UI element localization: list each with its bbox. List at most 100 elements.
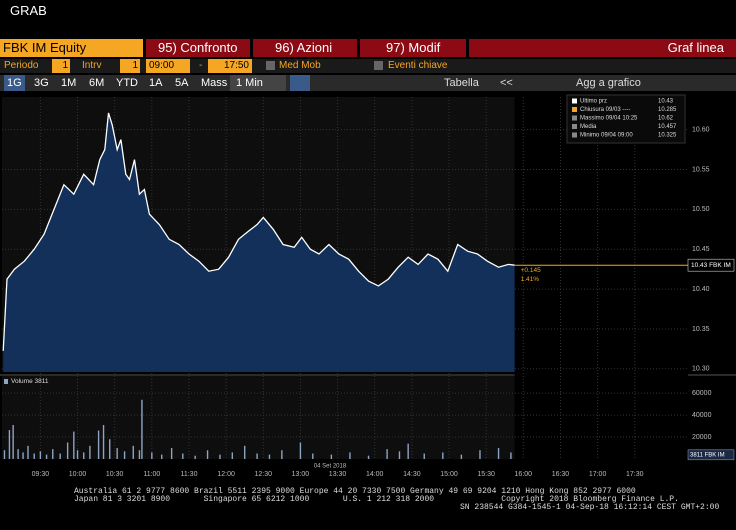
range-button[interactable]: 1A [149, 77, 163, 89]
chart: 10.30 10.35 10.40 10.45 10.50 10.55 10.60 09:30… [0, 94, 736, 478]
x-tick-label: 16:00 [515, 471, 533, 478]
volume-bar [398, 451, 401, 459]
checkbox[interactable] [266, 61, 275, 70]
volume-bar [138, 450, 141, 459]
volume-bar [182, 453, 184, 459]
x-tick-label: 15:00 [440, 471, 458, 478]
range-button[interactable]: YTD [116, 77, 138, 89]
legend-label: Ultimo prz [580, 99, 607, 105]
legend-label: Chiusura 09/03 ---- [580, 107, 630, 113]
label: Intrv [82, 60, 102, 71]
range-button[interactable]: 6M [89, 77, 105, 89]
volume-bar [442, 452, 444, 459]
last-price-label: 10.43 FBK IM [691, 262, 731, 269]
legend-swatch [572, 98, 577, 104]
menu-button[interactable]: 96) Azioni [253, 39, 357, 57]
y-tick-label: 20000 [692, 434, 712, 441]
y-tick-label: 10.60 [692, 127, 710, 134]
menu-button[interactable]: 97) Modif [360, 39, 466, 57]
range-button[interactable]: Mass [201, 77, 228, 89]
line-tool[interactable] [290, 75, 310, 91]
legend-value: 10.457 [658, 124, 677, 130]
volume-bar [66, 442, 69, 459]
footer: Australia 61 2 9777 8600 Brazil 5511 239… [74, 487, 636, 496]
volume-bar [83, 452, 85, 459]
volume-bar [39, 451, 42, 459]
y-tick-label: 10.55 [692, 166, 710, 173]
menu-button[interactable]: 95) Confronto [146, 39, 250, 57]
x-tick-label: 16:30 [552, 471, 570, 478]
x-tick-label: 14:00 [366, 471, 384, 478]
volume-bar [89, 445, 91, 459]
x-tick-label: 10:30 [106, 471, 124, 478]
range-button[interactable]: 1M [61, 77, 77, 89]
volume-bar [386, 449, 388, 459]
button[interactable]: << [500, 77, 513, 89]
legend-swatch [572, 107, 577, 112]
volume-bar [312, 453, 314, 459]
change-label: +0.145 [521, 267, 541, 274]
after-hours [514, 97, 688, 459]
x-tick-label: 17:00 [589, 471, 607, 478]
volume-bar [59, 453, 61, 459]
volume-bar [349, 452, 351, 459]
button[interactable]: Tabella [444, 77, 479, 89]
checkbox[interactable] [374, 61, 383, 70]
button[interactable]: Agg a grafico [576, 77, 641, 89]
range-button[interactable]: 3G [34, 77, 49, 89]
volume-bar [141, 399, 143, 459]
x-tick-label: 11:30 [180, 471, 197, 478]
input[interactable]: 1 [120, 59, 140, 73]
label: Med Mob [279, 60, 321, 71]
x-tick-label: 11:00 [143, 471, 160, 478]
volume-bar [97, 430, 100, 459]
chart-style[interactable]: Graf linea [469, 39, 736, 57]
volume-bar [33, 453, 35, 459]
legend-swatch [572, 115, 577, 121]
label: Periodo [4, 60, 39, 71]
dropdown[interactable]: 1 Min [230, 75, 286, 91]
input[interactable]: 09:00 [146, 59, 190, 73]
volume-bar [194, 455, 196, 459]
volume-bar [161, 454, 163, 459]
area-fill [3, 112, 515, 373]
volume-bar [3, 450, 6, 459]
y-tick-label: 10.50 [692, 206, 710, 213]
volume-bar [17, 449, 19, 459]
x-tick-label: 12:00 [217, 471, 235, 478]
volume-bar [497, 448, 500, 459]
footer: SN 238544 G384-1545-1 04-Sep-18 16:12:14… [460, 503, 720, 512]
volume-bar [170, 448, 173, 459]
window-title: GRAB [10, 3, 47, 18]
volume-bar [116, 448, 118, 459]
x-tick-label: 12:30 [255, 471, 273, 478]
y-tick-label: 60000 [692, 390, 712, 397]
volume-bar [206, 450, 209, 459]
x-tick-label: 15:30 [477, 471, 495, 478]
volume-bar [367, 455, 370, 459]
input[interactable]: 1 [52, 59, 70, 73]
volume-bar [151, 452, 153, 459]
volume-bar [219, 454, 221, 459]
y-tick-label: 10.40 [692, 286, 710, 293]
range-button[interactable]: 5A [175, 77, 189, 89]
security-field[interactable]: FBK IM Equity [0, 39, 143, 57]
volume-bar [109, 439, 111, 459]
volume-bar [22, 452, 24, 459]
legend-value: 10.62 [658, 116, 674, 122]
x-tick-label: 17:30 [626, 471, 644, 478]
change-pct-label: 1.41% [521, 276, 540, 283]
x-tick-label: 14:30 [403, 471, 421, 478]
volume-bar [12, 424, 14, 459]
volume-bar [510, 452, 512, 459]
volume-bar [8, 430, 11, 459]
range-button[interactable]: 1G [4, 75, 25, 91]
last-volume-box [687, 449, 735, 461]
volume-bar [256, 453, 258, 459]
volume-bar [281, 450, 283, 459]
volume-title: Volume 3811 [11, 378, 49, 385]
volume-bar [123, 451, 126, 459]
input[interactable]: 17:50 [208, 59, 252, 73]
x-tick-label: 10:00 [69, 471, 87, 478]
volume-bar [27, 445, 29, 459]
